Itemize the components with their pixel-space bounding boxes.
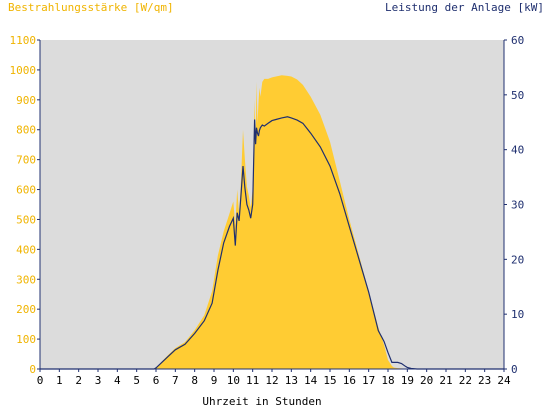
y-left-tick-label: 500 [16, 213, 36, 226]
x-tick-label: 10 [227, 374, 240, 387]
x-tick-label: 9 [211, 374, 218, 387]
y-right-tick-label: 60 [511, 34, 524, 47]
x-tick-label: 3 [95, 374, 102, 387]
y-right-tick-label: 10 [511, 308, 524, 321]
y-left-tick-label: 0 [29, 363, 36, 376]
x-tick-label: 7 [172, 374, 179, 387]
x-tick-label: 6 [153, 374, 160, 387]
x-tick-label: 24 [497, 374, 511, 387]
x-tick-label: 21 [439, 374, 452, 387]
x-tick-label: 15 [323, 374, 336, 387]
x-tick-label: 17 [362, 374, 375, 387]
y-right-tick-label: 0 [511, 363, 518, 376]
x-tick-label: 8 [191, 374, 198, 387]
y-right-axis-title: Leistung der Anlage [kW] [385, 1, 544, 14]
x-tick-label: 5 [133, 374, 140, 387]
y-left-tick-label: 900 [16, 94, 36, 107]
y-left-tick-label: 400 [16, 243, 36, 256]
y-left-tick-label: 700 [16, 154, 36, 167]
power-line [40, 116, 504, 370]
y-left-tick-label: 600 [16, 184, 36, 197]
y-left-tick-label: 1100 [10, 34, 37, 47]
y-right-tick-label: 20 [511, 253, 524, 266]
x-tick-label: 13 [285, 374, 298, 387]
x-tick-label: 16 [343, 374, 356, 387]
y-left-tick-label: 300 [16, 273, 36, 286]
y-left-tick-label: 100 [16, 333, 36, 346]
x-tick-label: 14 [304, 374, 318, 387]
x-tick-label: 0 [37, 374, 44, 387]
x-axis-title: Uhrzeit in Stunden [202, 395, 321, 408]
x-tick-label: 22 [459, 374, 472, 387]
y-left-tick-label: 1000 [10, 64, 37, 77]
x-tick-label: 4 [114, 374, 121, 387]
y-right-tick-label: 40 [511, 144, 524, 157]
x-tick-label: 1 [56, 374, 63, 387]
irradiance-area [40, 75, 504, 370]
y-left-axis-title: Bestrahlungsstärke [W/qm] [8, 1, 174, 14]
y-right-tick-label: 30 [511, 199, 524, 212]
x-tick-label: 2 [75, 374, 82, 387]
x-tick-label: 12 [265, 374, 278, 387]
x-tick-label: 19 [401, 374, 414, 387]
y-left-tick-label: 800 [16, 124, 36, 137]
x-tick-label: 18 [381, 374, 394, 387]
x-tick-label: 11 [246, 374, 259, 387]
y-right-tick-label: 50 [511, 89, 524, 102]
y-left-tick-label: 200 [16, 303, 36, 316]
x-tick-label: 20 [420, 374, 433, 387]
x-tick-label: 23 [478, 374, 491, 387]
